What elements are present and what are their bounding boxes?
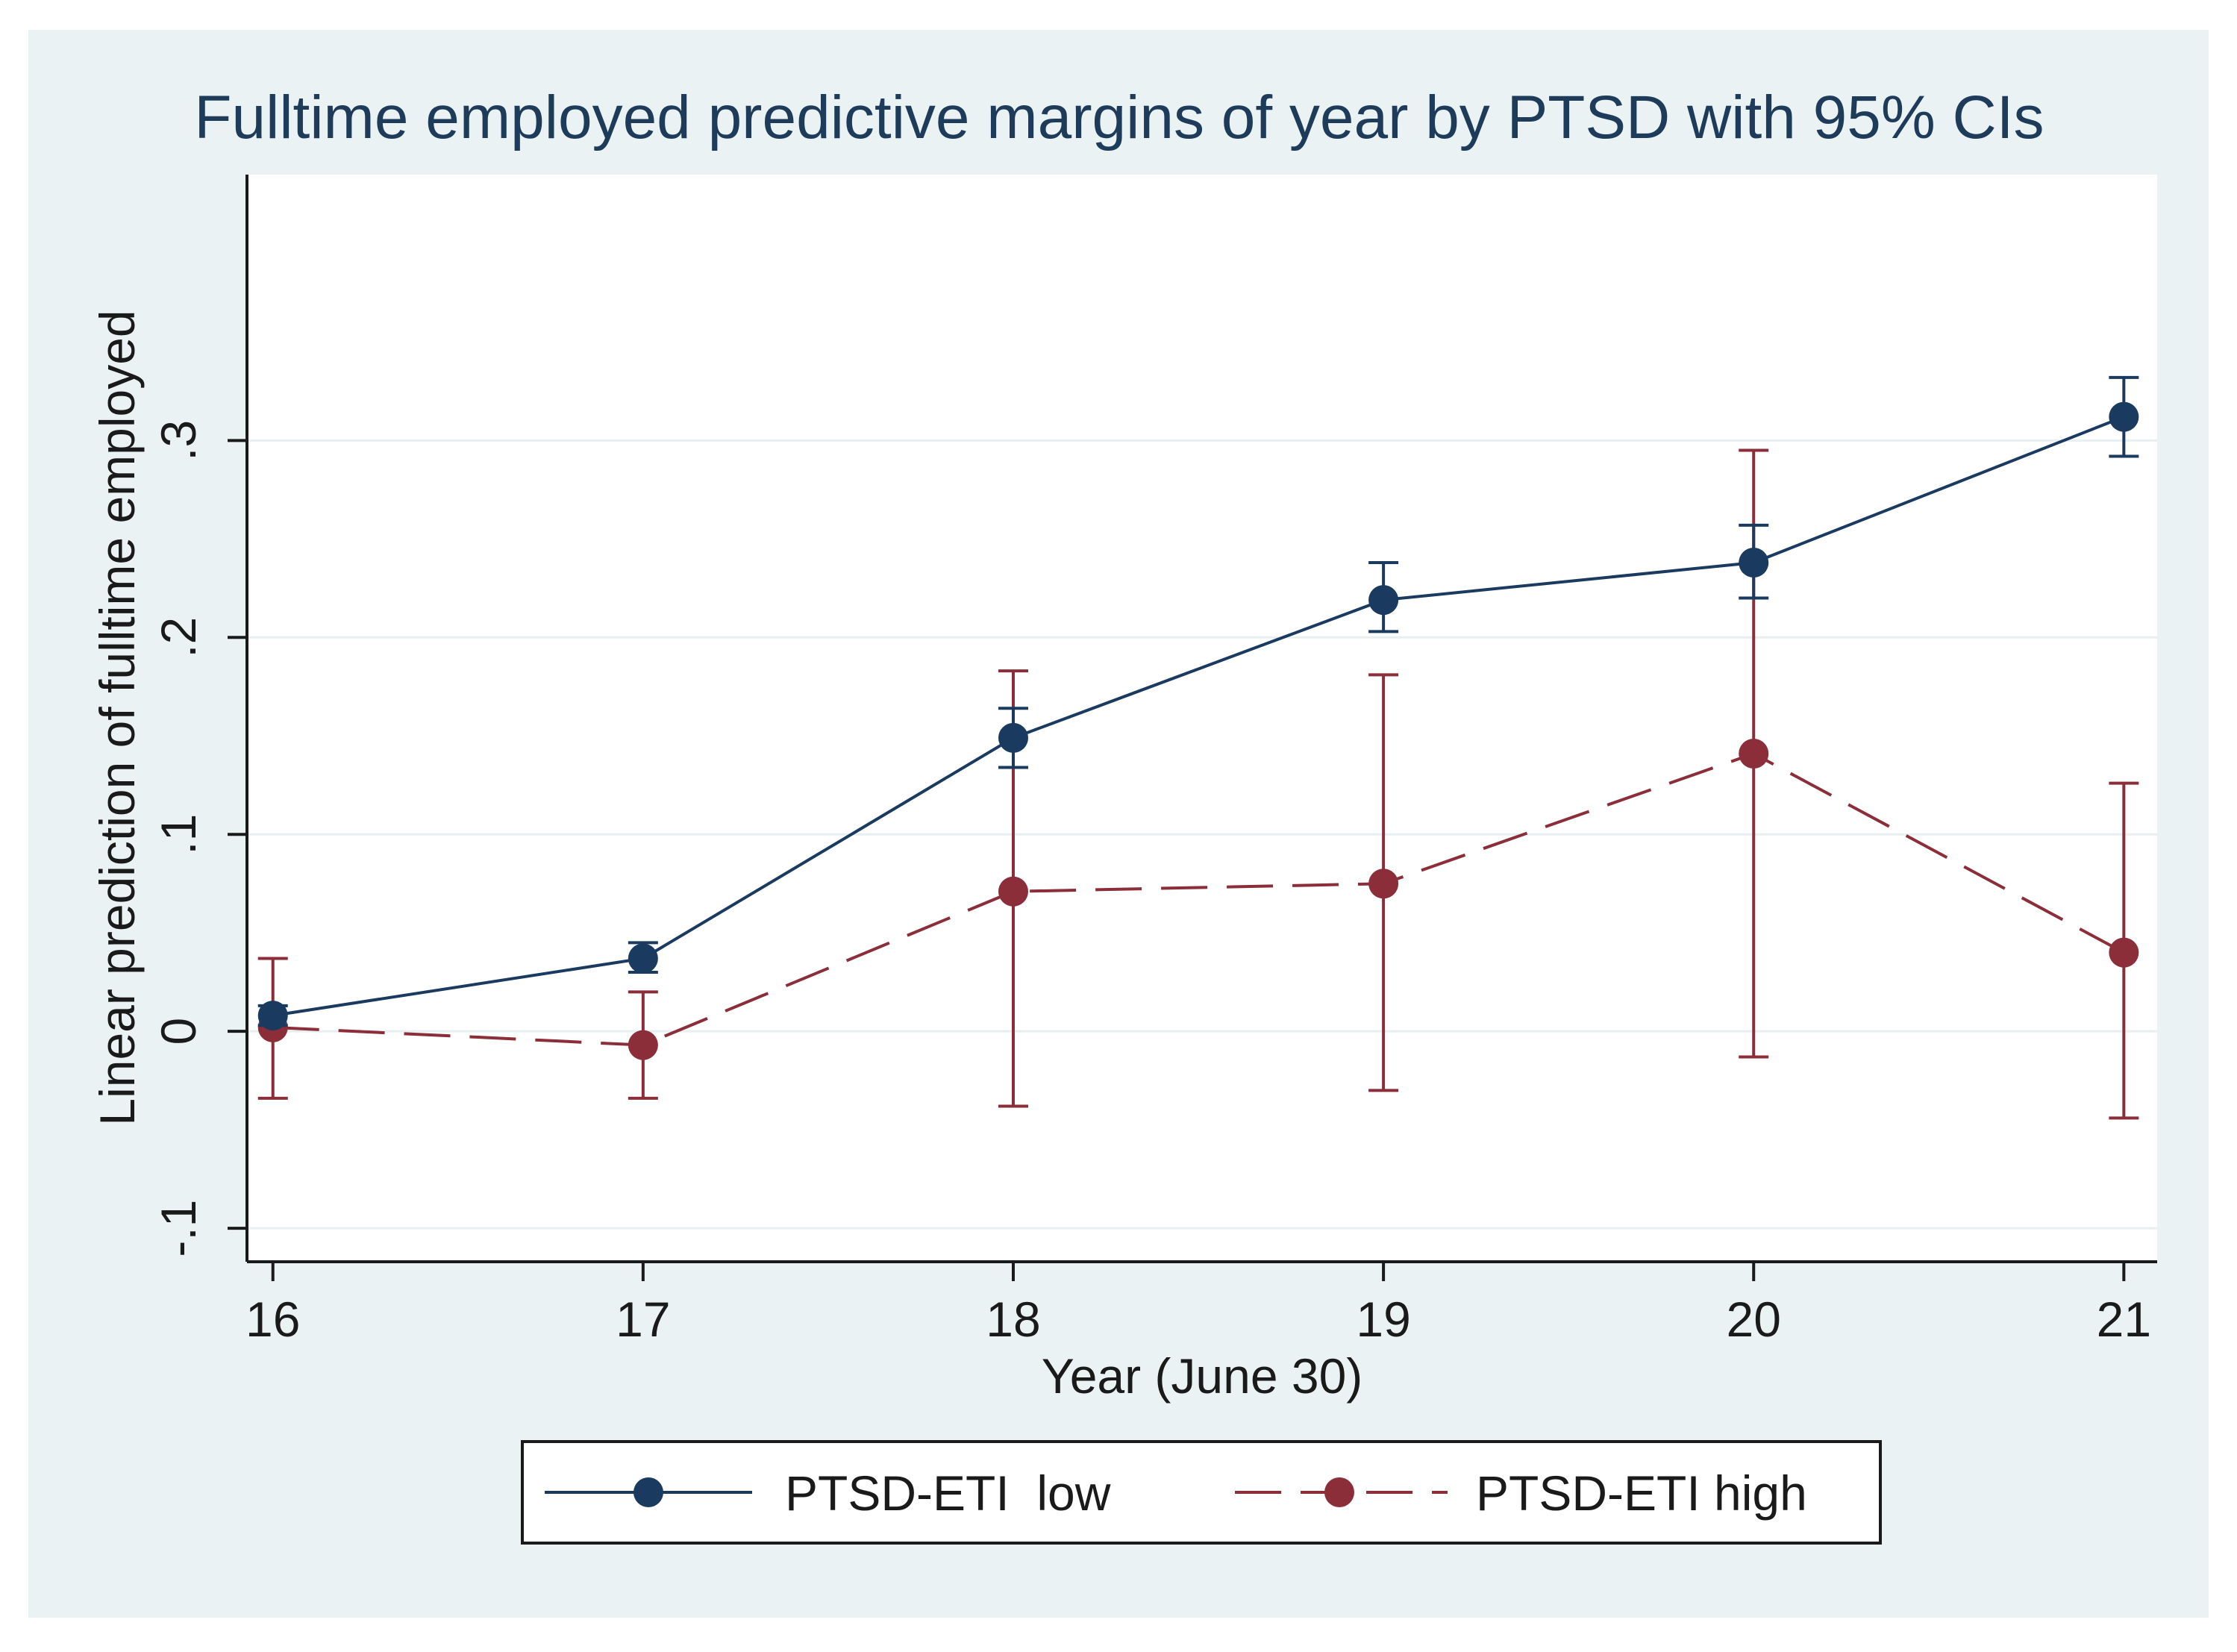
- y-tick-label: .3: [151, 420, 206, 461]
- x-tick-label: 18: [986, 1292, 1040, 1347]
- series-line-low: [272, 415, 2125, 1018]
- x-tick-label: 20: [1727, 1292, 1781, 1347]
- y-tick-label: .2: [151, 617, 206, 658]
- legend: PTSD-ETI low PTSD-ETI high: [521, 1440, 1882, 1545]
- data-point-low: [998, 722, 1028, 753]
- x-axis-label: Year (June 30): [1042, 1348, 1363, 1404]
- legend-marker-high: [1324, 1477, 1354, 1507]
- y-tick-label: .1: [151, 814, 206, 855]
- data-point-high: [998, 876, 1028, 907]
- data-point-low: [628, 943, 658, 974]
- data-point-low: [1368, 585, 1399, 616]
- chart-title: Fulltime employed predictive margins of …: [194, 84, 2044, 151]
- gridlines: [247, 439, 2157, 1230]
- y-tick-label: 0: [151, 1018, 206, 1045]
- data-point-high: [1739, 739, 1769, 769]
- data-point-low: [257, 1001, 288, 1031]
- y-tick-label: -.1: [151, 1200, 206, 1257]
- series: [257, 375, 2139, 1120]
- legend-label-high: PTSD-ETI high: [1476, 1465, 1807, 1521]
- data-point-low: [1739, 547, 1769, 578]
- legend-marker-low: [633, 1477, 663, 1507]
- plot-area: [247, 175, 2157, 1262]
- axes: -.1 0 .1 .2 .3 16 17 18 19 20 21: [151, 175, 2157, 1347]
- legend-label-low: PTSD-ETI low: [785, 1465, 1111, 1521]
- series-line-high: [272, 751, 2125, 1047]
- data-point-high: [2109, 937, 2139, 968]
- x-tick-label: 19: [1356, 1292, 1410, 1347]
- data-point-low: [2109, 401, 2139, 432]
- x-tick-label: 21: [2097, 1292, 2151, 1347]
- x-tick-label: 17: [616, 1292, 670, 1347]
- x-tick-label: 16: [245, 1292, 300, 1347]
- data-point-high: [1368, 869, 1399, 899]
- data-point-high: [628, 1030, 658, 1060]
- y-axis-label: Linear prediction of fulltime employed: [90, 310, 145, 1125]
